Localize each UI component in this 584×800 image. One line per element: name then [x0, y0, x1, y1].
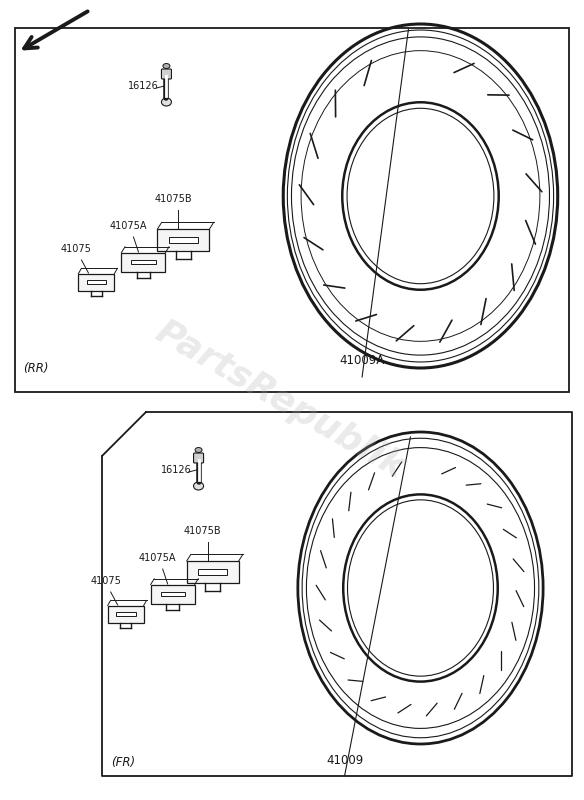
FancyBboxPatch shape: [116, 612, 135, 616]
FancyBboxPatch shape: [121, 253, 165, 271]
Ellipse shape: [195, 447, 202, 453]
Text: PartsRepublik: PartsRepublik: [150, 314, 411, 486]
Ellipse shape: [161, 98, 172, 106]
Text: 41075A: 41075A: [139, 553, 176, 563]
Text: 41075B: 41075B: [155, 194, 192, 204]
Text: 41075A: 41075A: [110, 221, 147, 231]
FancyBboxPatch shape: [161, 69, 172, 79]
Text: (RR): (RR): [23, 362, 49, 375]
FancyBboxPatch shape: [131, 260, 155, 264]
Text: 41075: 41075: [61, 244, 92, 254]
FancyBboxPatch shape: [161, 592, 185, 596]
FancyBboxPatch shape: [78, 274, 114, 290]
FancyBboxPatch shape: [158, 229, 210, 251]
Text: (FR): (FR): [111, 756, 135, 769]
Text: 41075: 41075: [91, 576, 121, 586]
Bar: [15, 28, 569, 392]
FancyBboxPatch shape: [169, 238, 198, 242]
Text: 41009A: 41009A: [339, 354, 385, 367]
Text: 41009: 41009: [326, 754, 363, 767]
Text: 16126: 16126: [161, 465, 192, 475]
Text: 16126: 16126: [128, 81, 159, 91]
Ellipse shape: [163, 63, 170, 69]
FancyBboxPatch shape: [86, 280, 106, 284]
FancyBboxPatch shape: [193, 453, 204, 463]
FancyBboxPatch shape: [187, 561, 239, 583]
FancyBboxPatch shape: [107, 606, 144, 622]
Text: 41075B: 41075B: [184, 526, 221, 536]
Ellipse shape: [193, 482, 204, 490]
FancyBboxPatch shape: [151, 585, 194, 603]
FancyBboxPatch shape: [199, 570, 227, 574]
